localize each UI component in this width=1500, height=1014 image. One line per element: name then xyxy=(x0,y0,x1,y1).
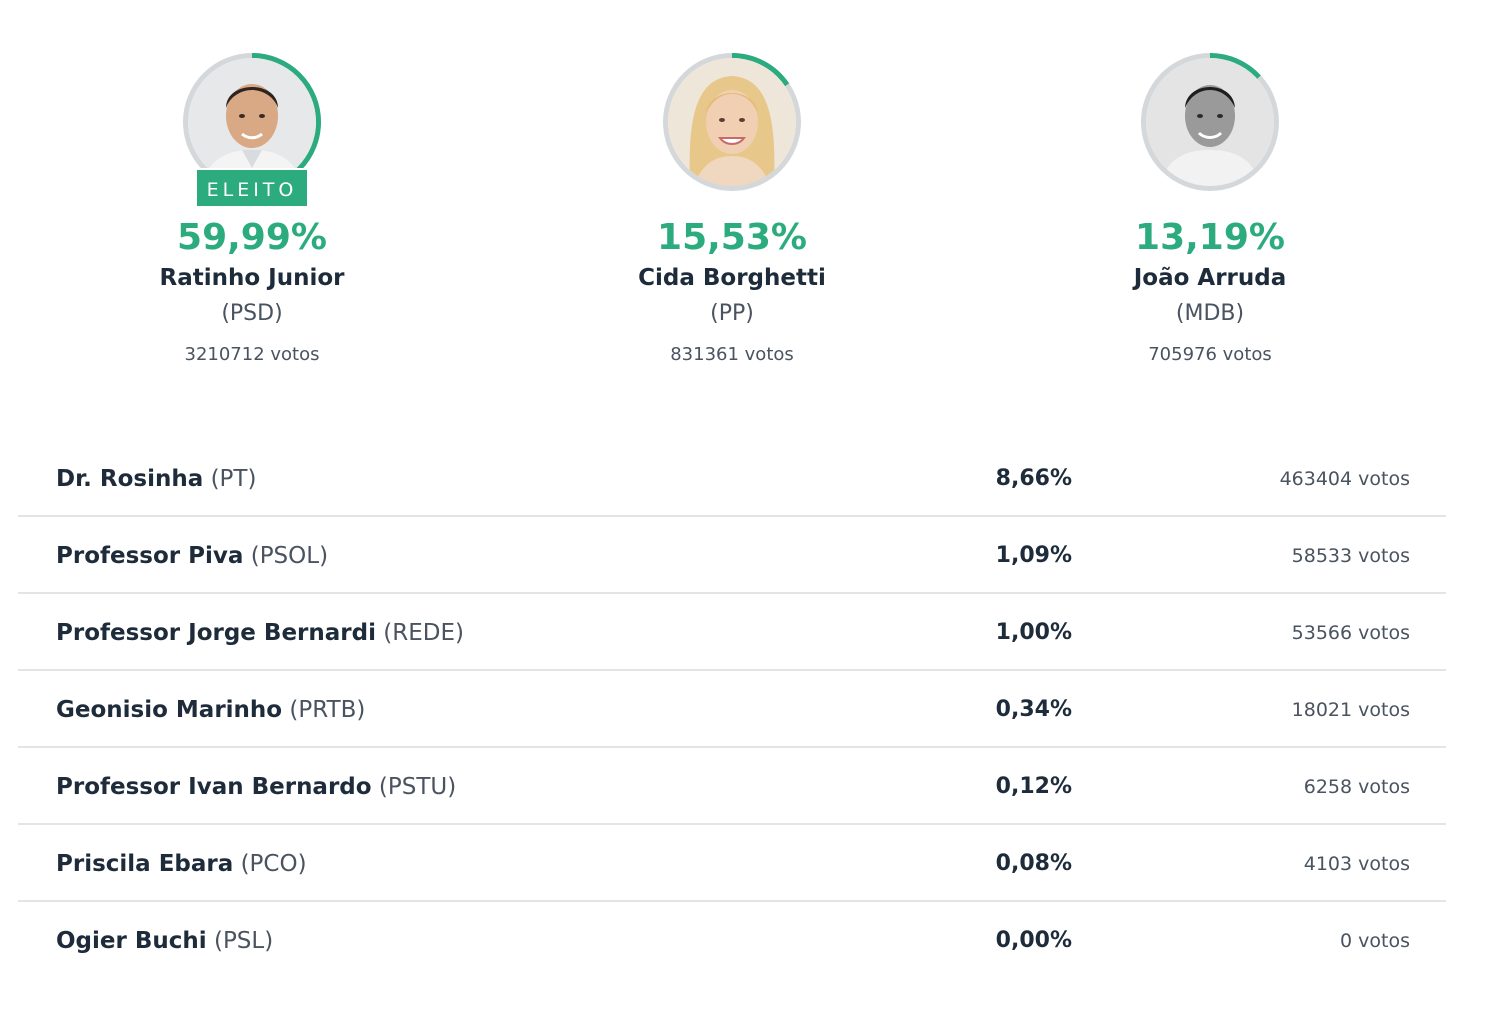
row-candidate: Dr. Rosinha (PT) xyxy=(56,464,256,494)
candidate-votes: 3210712 votos xyxy=(184,344,320,365)
table-row[interactable]: Professor Ivan Bernardo (PSTU) 0,12% 625… xyxy=(18,748,1446,825)
row-candidate: Priscila Ebara (PCO) xyxy=(56,849,307,879)
row-candidate-party: (PRTB) xyxy=(289,697,366,723)
row-candidate-name: Priscila Ebara xyxy=(56,851,234,877)
candidate-photo-icon xyxy=(188,58,316,186)
row-candidate-party: (PT) xyxy=(210,466,257,492)
table-row[interactable]: Dr. Rosinha (PT) 8,66% 463404 votos xyxy=(18,440,1446,517)
row-candidate-name: Professor Ivan Bernardo xyxy=(56,774,372,800)
vote-share-ring xyxy=(1141,53,1279,191)
vote-share-ring xyxy=(663,53,801,191)
candidate-party: (PP) xyxy=(710,301,754,326)
candidate-party: (MDB) xyxy=(1175,301,1245,326)
candidate-name: Cida Borghetti xyxy=(638,265,826,291)
table-row[interactable]: Priscila Ebara (PCO) 0,08% 4103 votos xyxy=(18,825,1446,902)
row-candidate: Professor Ivan Bernardo (PSTU) xyxy=(56,772,456,802)
row-candidate: Geonisio Marinho (PRTB) xyxy=(56,695,365,725)
row-percent: 1,00% xyxy=(995,620,1072,645)
vote-share-arc xyxy=(1141,53,1279,191)
top-candidate-2[interactable]: 15,53% Cida Borghetti (PP) 831361 votos xyxy=(572,52,892,366)
results-table: Dr. Rosinha (PT) 8,66% 463404 votos Prof… xyxy=(18,440,1446,979)
row-candidate-party: (REDE) xyxy=(383,620,464,646)
top-candidate-3[interactable]: 13,19% João Arruda (MDB) 705976 votos xyxy=(1050,52,1370,366)
row-votes: 18021 votos xyxy=(1291,699,1410,721)
table-row[interactable]: Professor Piva (PSOL) 1,09% 58533 votos xyxy=(18,517,1446,594)
row-candidate-party: (PCO) xyxy=(240,851,307,877)
table-row[interactable]: Geonisio Marinho (PRTB) 0,34% 18021 voto… xyxy=(18,671,1446,748)
candidate-photo-icon xyxy=(668,58,796,186)
row-candidate: Professor Jorge Bernardi (REDE) xyxy=(56,618,464,648)
row-votes: 4103 votos xyxy=(1303,853,1410,875)
avatar: ELEITO xyxy=(182,52,322,208)
candidate-votes: 831361 votos xyxy=(670,344,794,365)
row-candidate-name: Dr. Rosinha xyxy=(56,466,204,492)
row-candidate-party: (PSL) xyxy=(213,928,274,954)
row-votes: 53566 votos xyxy=(1291,622,1410,644)
row-votes: 463404 votos xyxy=(1279,468,1410,490)
row-candidate: Ogier Buchi (PSL) xyxy=(56,926,273,956)
candidate-percent: 13,19% xyxy=(1135,217,1285,258)
top-candidate-1[interactable]: ELEITO 59,99% Ratinho Junior (PSD) 32107… xyxy=(92,52,412,366)
row-candidate-name: Professor Piva xyxy=(56,543,244,569)
row-percent: 0,12% xyxy=(995,774,1072,799)
row-votes: 0 votos xyxy=(1340,930,1410,952)
row-percent: 0,08% xyxy=(995,851,1072,876)
row-candidate: Professor Piva (PSOL) xyxy=(56,541,328,571)
candidate-votes: 705976 votos xyxy=(1148,344,1272,365)
candidate-name: Ratinho Junior xyxy=(159,265,345,291)
candidate-photo-icon xyxy=(1146,58,1274,186)
row-candidate-name: Geonisio Marinho xyxy=(56,697,283,723)
elected-badge: ELEITO xyxy=(195,168,309,208)
row-percent: 0,34% xyxy=(995,697,1072,722)
row-candidate-party: (PSTU) xyxy=(378,774,457,800)
row-percent: 0,00% xyxy=(995,928,1072,953)
row-candidate-name: Professor Jorge Bernardi xyxy=(56,620,376,646)
top-candidates: ELEITO 59,99% Ratinho Junior (PSD) 32107… xyxy=(0,0,1500,410)
vote-share-arc xyxy=(663,53,801,191)
row-percent: 1,09% xyxy=(995,543,1072,568)
candidate-percent: 15,53% xyxy=(657,217,807,258)
row-votes: 6258 votos xyxy=(1303,776,1410,798)
table-row[interactable]: Professor Jorge Bernardi (REDE) 1,00% 53… xyxy=(18,594,1446,671)
row-percent: 8,66% xyxy=(995,466,1072,491)
row-votes: 58533 votos xyxy=(1291,545,1410,567)
table-row[interactable]: Ogier Buchi (PSL) 0,00% 0 votos xyxy=(18,902,1446,979)
candidate-percent: 59,99% xyxy=(177,217,327,258)
row-candidate-party: (PSOL) xyxy=(250,543,329,569)
row-candidate-name: Ogier Buchi xyxy=(56,928,207,954)
avatar xyxy=(662,52,802,192)
candidate-party: (PSD) xyxy=(221,301,283,326)
avatar xyxy=(1140,52,1280,192)
candidate-name: João Arruda xyxy=(1133,265,1287,291)
